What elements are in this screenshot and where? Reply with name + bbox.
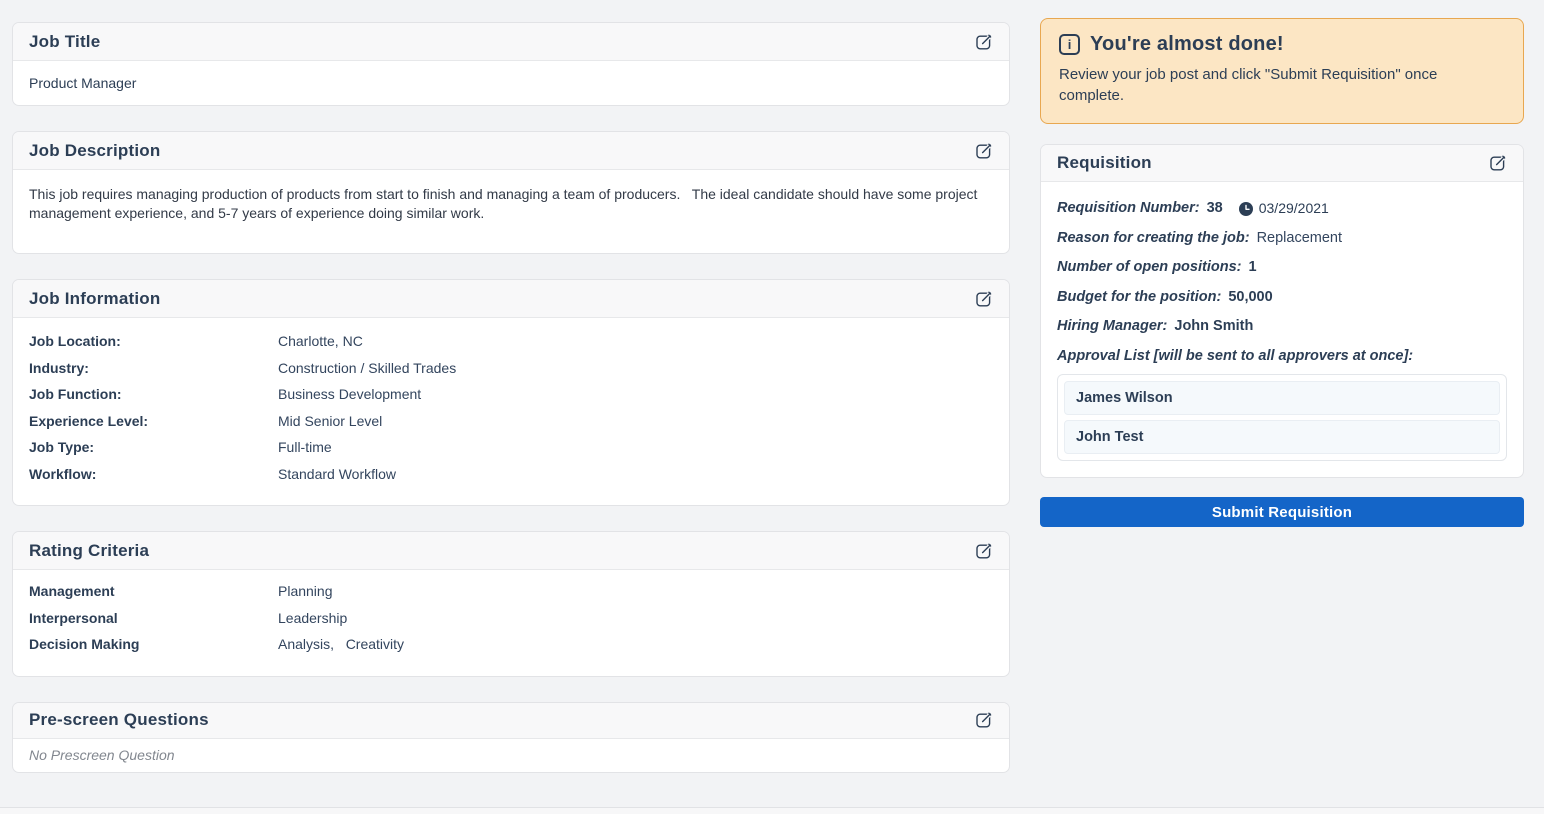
job-information-label: Job Function: [29,386,122,402]
job-information-row: Job Type: Full-time [29,434,993,461]
job-title-card-header: Job Title [13,23,1009,61]
edit-icon [975,142,993,163]
job-information-value: Standard Workflow [278,465,397,482]
rating-criteria-row: Interpersonal Leadership [29,605,993,632]
rating-criteria-card: Rating Criteria Manag [12,531,1010,677]
job-information-value: Business Development [278,386,422,402]
rating-criteria-value: Leadership [278,609,348,626]
alert-body-text: Review your job post and click "Submit R… [1059,66,1438,104]
requisition-body: Requisition Number: 38 03/29/2021 Re [1041,182,1523,477]
job-information-value: Full-time [278,439,332,455]
requisition-detail-list: Reason for creating the job: Replacement… [1041,224,1523,342]
requisition-detail-label: Budget for the position: [1057,288,1222,305]
requisition-detail-label: Reason for creating the job: [1057,229,1250,246]
rating-criteria-card-title: Rating Criteria [29,540,150,560]
prescreen-questions-card: Pre-screen Questions No Prescreen Questi… [12,701,1010,773]
rating-criteria-label: Management [29,583,115,599]
prescreen-questions-card-title: Pre-screen Questions [29,710,209,729]
job-description-card-title: Job Description [29,140,161,160]
requisition-detail-label: Hiring Manager: [1057,318,1168,334]
page-layout: Job Title Product Manager Job Descr [12,18,1524,773]
rating-criteria-list: Management Planning Interpersonal Leader… [13,570,1009,676]
edit-icon [975,33,993,54]
info-icon: i [1059,34,1080,55]
job-information-row: Job Function: Business Development [29,381,993,408]
job-information-list: Job Location: Charlotte, NC Industry: Co… [13,318,1009,505]
job-information-label: Experience Level: [29,412,149,429]
job-information-edit-button[interactable] [973,288,995,310]
summary-column: i You're almost done! Review your job po… [1040,18,1524,773]
rating-criteria-label: Interpersonal [29,609,118,626]
job-title-card: Job Title Product Manager [12,22,1010,106]
job-title-edit-button[interactable] [973,31,995,53]
job-information-card: Job Information Job L [12,279,1010,506]
rating-criteria-row: Decision Making Analysis, Creativity [29,631,993,658]
submit-requisition-button[interactable]: Submit Requisition [1040,497,1524,527]
requisition-number-label: Requisition Number: [1057,200,1200,216]
clock-icon [1238,201,1253,216]
job-information-value: Mid Senior Level [278,412,383,429]
approval-list: James Wilson John Test [1057,374,1507,461]
page-footer-divider [0,807,1544,814]
requisition-date: 03/29/2021 [1258,200,1329,216]
requisition-detail-row: Number of open positions: 1 [1041,253,1523,283]
requisition-detail-row: Budget for the position: 50,000 [1041,283,1523,313]
requisition-edit-button[interactable] [1487,152,1509,174]
job-information-label: Workflow: [29,465,97,482]
requisition-number-value: 38 [1206,200,1223,216]
job-information-label: Job Location: [29,333,121,349]
rating-criteria-edit-button[interactable] [973,540,995,562]
requisition-detail-value: John Smith [1174,318,1254,334]
job-description-card-header: Job Description [13,132,1009,170]
rating-criteria-value: Planning [278,583,333,599]
requisition-detail-label: Number of open positions: [1057,259,1242,275]
job-description-text: This job requires managing production of… [29,186,982,221]
approval-list-label-row: Approval List [will be sent to all appro… [1041,342,1523,372]
job-title-card-title: Job Title [29,31,101,51]
edit-icon [975,542,993,563]
requisition-card-header: Requisition [1041,145,1523,182]
requisition-card-title: Requisition [1057,153,1152,172]
job-information-value: Construction / Skilled Trades [278,359,457,376]
rating-criteria-card-header: Rating Criteria [13,532,1009,570]
rating-criteria-value: Analysis, Creativity [278,636,405,652]
edit-icon [1489,155,1507,175]
edit-icon [975,290,993,311]
job-information-row: Industry: Construction / Skilled Trades [29,355,993,382]
alert-title-row: i You're almost done! [1059,33,1505,56]
job-information-row: Workflow: Standard Workflow [29,461,993,488]
job-information-label: Job Type: [29,439,95,455]
prescreen-questions-edit-button[interactable] [973,709,995,731]
job-description-edit-button[interactable] [973,140,995,162]
job-information-row: Experience Level: Mid Senior Level [29,408,993,435]
requisition-detail-value: Replacement [1256,229,1342,246]
requisition-detail-row: Reason for creating the job: Replacement [1041,224,1523,254]
prescreen-empty-text: No Prescreen Question [29,746,175,763]
job-information-value: Charlotte, NC [278,333,363,349]
job-information-label: Industry: [29,359,89,376]
requisition-number-row: Requisition Number: 38 03/29/2021 [1041,194,1523,224]
rating-criteria-label: Decision Making [29,636,140,652]
approver-item[interactable]: James Wilson [1064,381,1500,415]
edit-icon [975,712,993,732]
prescreen-questions-card-header: Pre-screen Questions [13,702,1009,739]
requisition-detail-value: 1 [1248,259,1257,275]
requisition-detail-value: 50,000 [1228,288,1273,305]
almost-done-alert: i You're almost done! Review your job po… [1040,18,1524,124]
approval-list-label: Approval List [will be sent to all appro… [1057,347,1414,364]
job-description-card: Job Description This job requires managi… [12,131,1010,254]
job-information-card-title: Job Information [29,288,161,308]
review-column: Job Title Product Manager Job Descr [12,22,1010,773]
requisition-detail-row: Hiring Manager: John Smith [1041,312,1523,342]
rating-criteria-row: Management Planning [29,578,993,605]
alert-title: You're almost done! [1090,33,1284,55]
job-information-row: Job Location: Charlotte, NC [29,328,993,355]
job-information-card-header: Job Information [13,280,1009,318]
job-title-value: Product Manager [29,75,137,91]
approver-item[interactable]: John Test [1064,420,1500,454]
requisition-card: Requisition Requisition Number: [1040,144,1524,478]
